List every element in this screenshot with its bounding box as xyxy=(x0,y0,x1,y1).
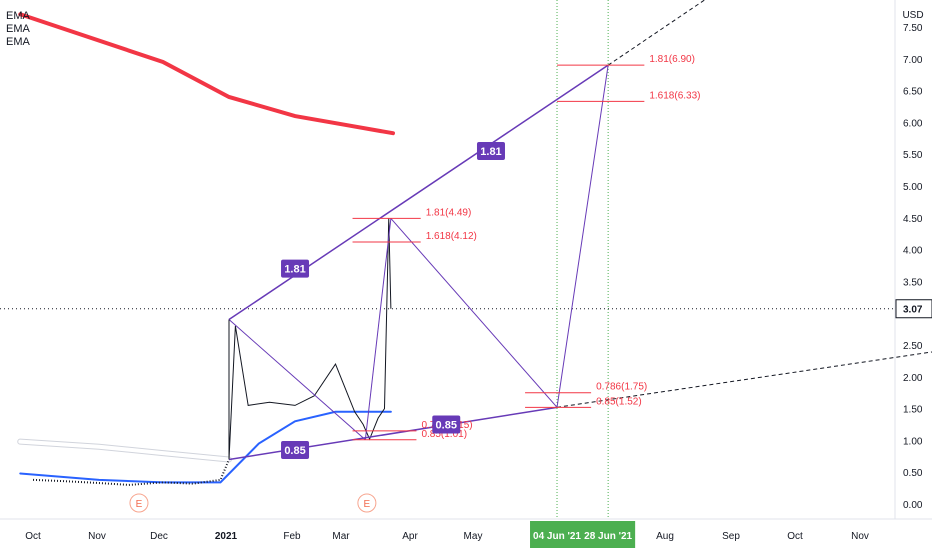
x-tick-label: Oct xyxy=(25,531,41,542)
ema-line-white xyxy=(18,439,231,462)
pattern-lower-extension xyxy=(556,351,932,408)
y-tick-label: 6.00 xyxy=(903,118,923,129)
ratio-badge-label: 0.85 xyxy=(284,445,305,457)
y-tick-label: 0.00 xyxy=(903,500,923,511)
pattern-leg xyxy=(556,65,609,408)
y-tick-label: 2.00 xyxy=(903,373,923,384)
earnings-marker xyxy=(129,493,149,513)
current-price-box xyxy=(895,299,932,319)
price-line xyxy=(228,218,392,460)
x-tick-label: Dec xyxy=(150,531,168,542)
ratio-badge-label: 1.81 xyxy=(284,264,305,276)
fib-level-label: 1.81(4.49) xyxy=(426,207,472,218)
fib-level-label: 1.618(4.12) xyxy=(426,231,477,242)
ema-line-red xyxy=(18,12,396,136)
y-tick-label: 7.00 xyxy=(903,55,923,66)
legend-ema-2[interactable]: EMA xyxy=(6,23,30,35)
x-tick-label: Aug xyxy=(656,531,674,542)
current-price-label: 3.07 xyxy=(903,305,923,316)
y-tick-label: 3.50 xyxy=(903,277,923,288)
ema-line-blue xyxy=(19,410,392,484)
pattern-leg xyxy=(390,218,558,408)
ratio-badge-label: 0.85 xyxy=(436,420,457,432)
earnings-marker xyxy=(357,493,377,513)
earnings-marker-label: E xyxy=(364,499,371,510)
x-tick-label: Apr xyxy=(402,531,418,542)
fib-level-label: 0.85(1.01) xyxy=(421,429,467,440)
earnings-marker-label: E xyxy=(136,499,143,510)
y-tick-label: 5.00 xyxy=(903,182,923,193)
plot-area xyxy=(0,0,895,519)
x-tick-label: May xyxy=(464,531,483,542)
ratio-badge xyxy=(432,415,461,434)
x-tick-label: Nov xyxy=(88,531,106,542)
y-tick-label: 0.50 xyxy=(903,468,923,479)
date-highlight-label: 04 Jun '21 xyxy=(533,531,581,542)
x-tick-label: Oct xyxy=(787,531,803,542)
y-tick-label: 4.00 xyxy=(903,246,923,257)
x-tick-label: Sep xyxy=(722,531,740,542)
x-tick-label: Mar xyxy=(332,531,350,542)
fib-level-label: 1.81(6.90) xyxy=(649,54,695,65)
y-tick-label: 1.00 xyxy=(903,436,923,447)
fib-level-label: 0.85(1.52) xyxy=(596,396,642,407)
x-tick-label: Nov xyxy=(851,531,869,542)
y-tick-label: 4.50 xyxy=(903,214,923,225)
y-tick-label: 7.50 xyxy=(903,23,923,34)
legend-ema-3[interactable]: EMA xyxy=(6,36,30,48)
ratio-badge xyxy=(281,440,310,459)
fib-level-label: 1.618(6.33) xyxy=(649,90,700,101)
currency-label: USD xyxy=(902,10,923,21)
pattern-leg xyxy=(364,218,392,440)
x-tick-label: Feb xyxy=(283,531,301,542)
pattern-upper-extension xyxy=(607,0,706,66)
ratio-badge xyxy=(476,142,505,161)
fib-level-label: 0.786(1.75) xyxy=(596,382,647,393)
pattern-leg xyxy=(228,319,366,441)
date-highlight-box xyxy=(581,521,636,548)
indicator-legend: EMA EMA EMA xyxy=(6,10,30,49)
y-tick-label: 5.50 xyxy=(903,150,923,161)
y-tick-label: 6.50 xyxy=(903,87,923,98)
price-line-dotted xyxy=(32,459,230,486)
date-highlight-label: 28 Jun '21 xyxy=(584,531,632,542)
ratio-badge xyxy=(281,259,310,278)
price-axis xyxy=(895,0,932,550)
y-tick-label: 1.50 xyxy=(903,405,923,416)
date-highlight-box xyxy=(530,521,585,548)
x-tick-label: 2021 xyxy=(215,531,238,542)
ratio-badge-label: 1.81 xyxy=(480,146,501,158)
y-tick-label: 2.50 xyxy=(903,341,923,352)
legend-ema-1[interactable]: EMA xyxy=(6,10,30,22)
